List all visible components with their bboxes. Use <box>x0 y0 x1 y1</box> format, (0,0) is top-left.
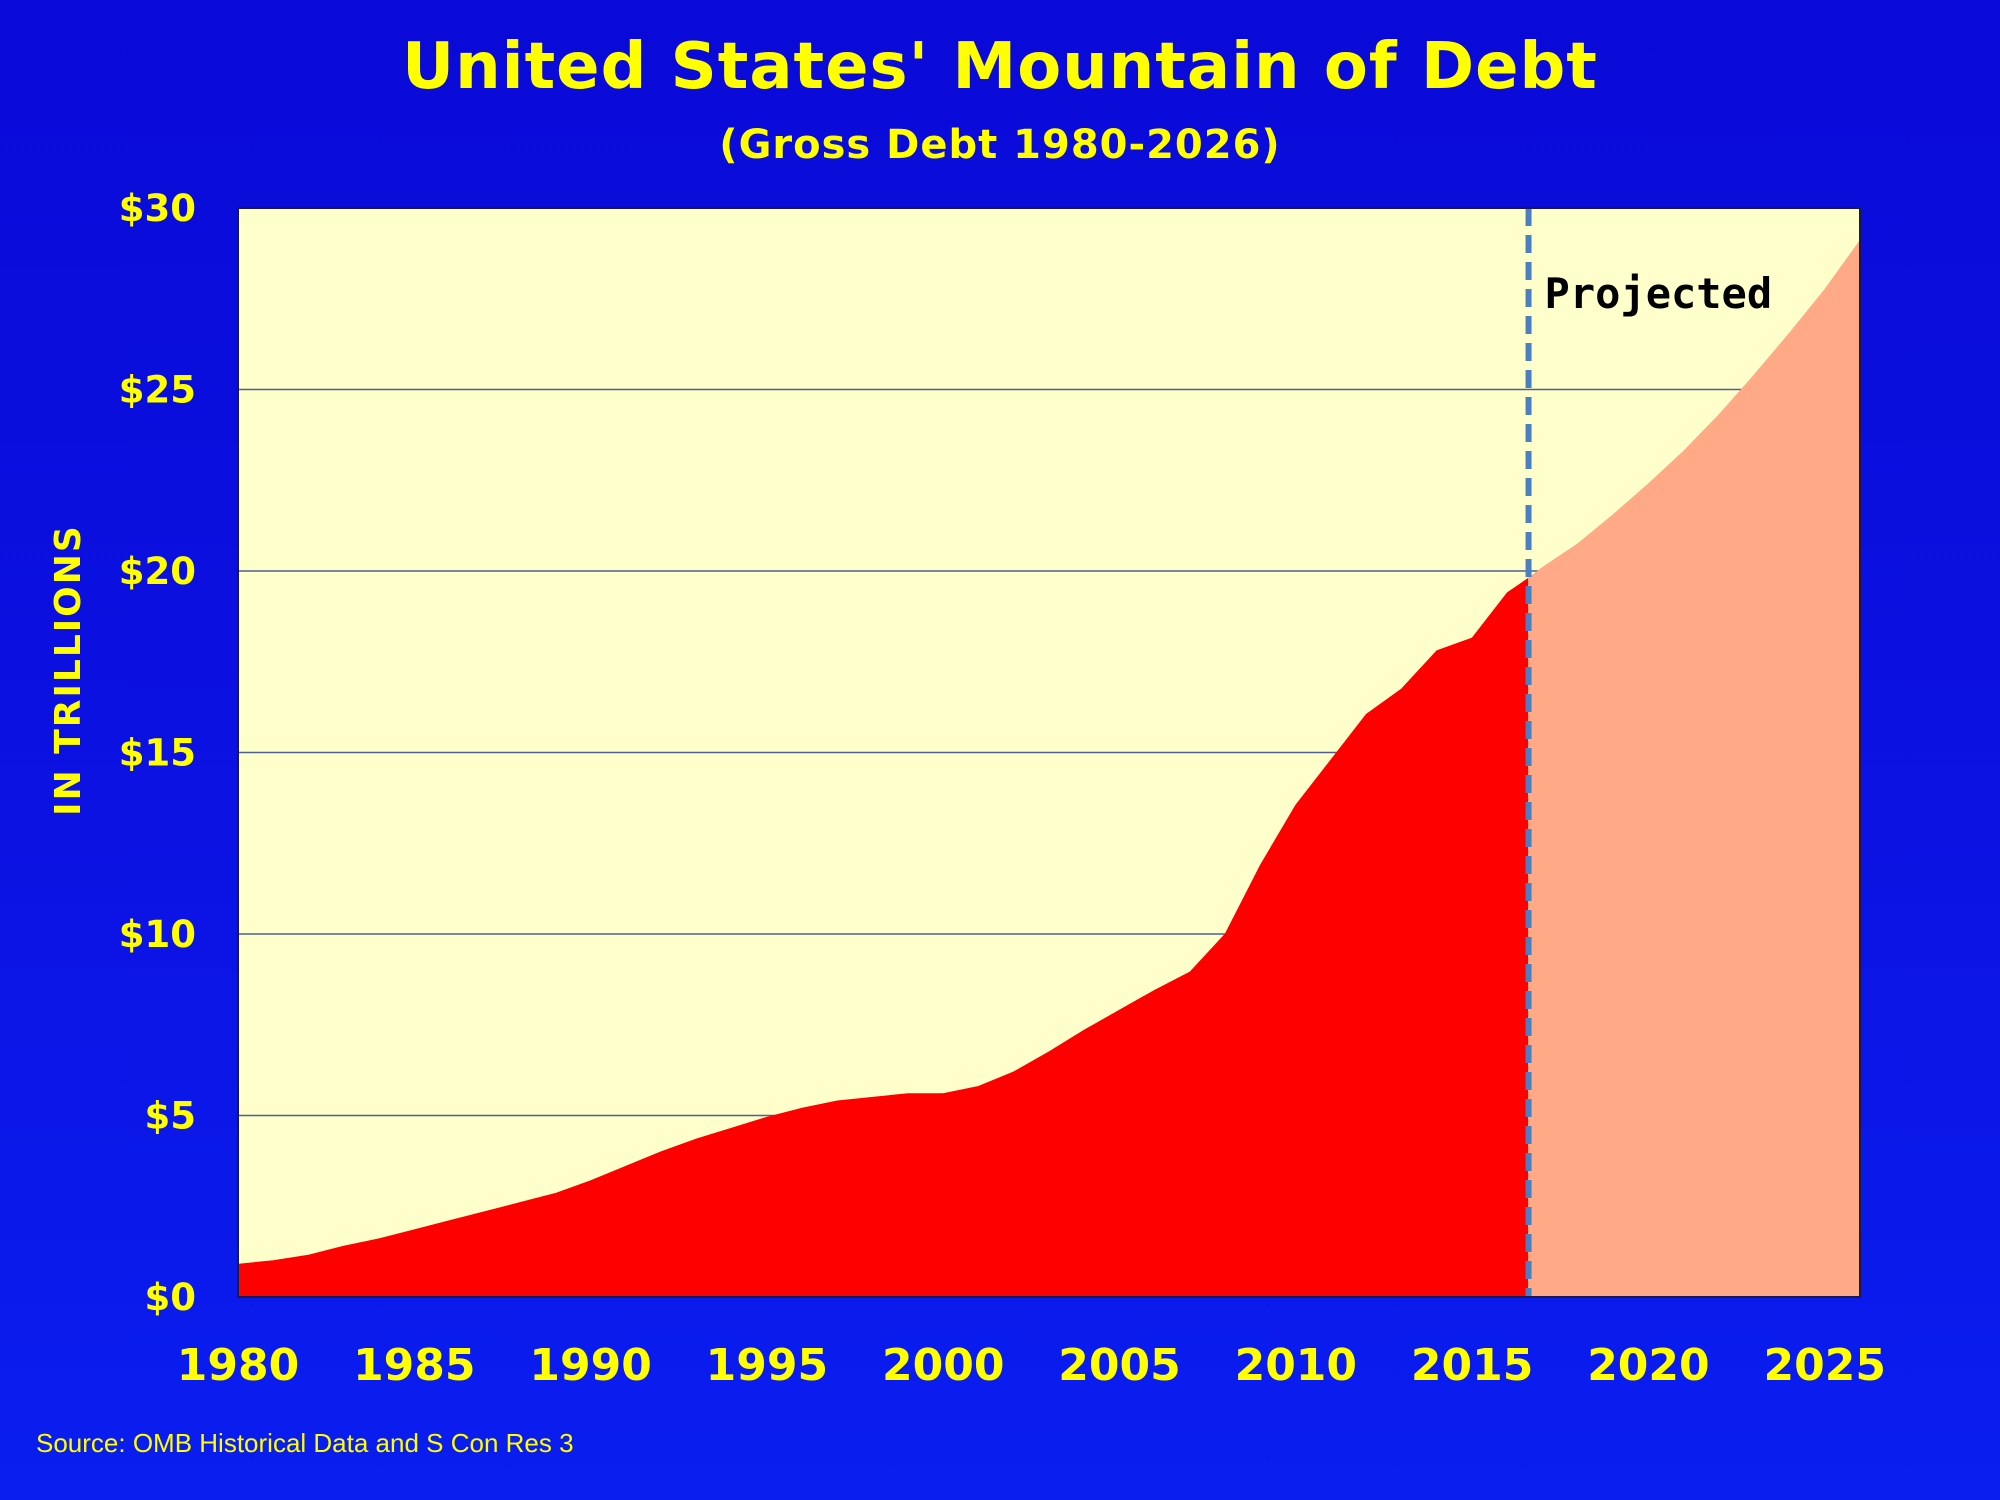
y-axis-label: IN TRILLIONS <box>48 524 89 816</box>
x-tick-label: 1995 <box>706 1340 828 1391</box>
chart-subtitle: (Gross Debt 1980-2026) <box>719 122 1281 168</box>
x-tick-label: 2000 <box>882 1340 1004 1391</box>
x-tick-label: 1985 <box>353 1340 475 1391</box>
plot-border <box>237 207 1861 1298</box>
actual-debt-area <box>237 577 1530 1298</box>
x-tick-label: 1980 <box>177 1340 299 1391</box>
y-tick-label: $15 <box>119 732 196 775</box>
y-tick-label: $30 <box>119 187 196 230</box>
y-tick-label: $0 <box>145 1276 197 1319</box>
x-tick-label: 2020 <box>1587 1340 1709 1391</box>
projected-annotation: Projected <box>1545 269 1773 318</box>
projected-debt-area <box>1528 239 1861 1298</box>
x-tick-label: 2010 <box>1235 1340 1357 1391</box>
y-tick-label: $20 <box>119 550 196 593</box>
y-tick-label: $25 <box>119 369 196 412</box>
x-tick-label: 1990 <box>529 1340 651 1391</box>
chart-title: United States' Mountain of Debt <box>402 30 1598 104</box>
y-tick-label: $10 <box>119 913 196 956</box>
x-tick-label: 2015 <box>1411 1340 1533 1391</box>
x-tick-label: 2025 <box>1764 1340 1886 1391</box>
source-note: Source: OMB Historical Data and S Con Re… <box>36 1428 574 1458</box>
x-tick-label: 2005 <box>1058 1340 1180 1391</box>
y-tick-label: $5 <box>145 1095 197 1138</box>
